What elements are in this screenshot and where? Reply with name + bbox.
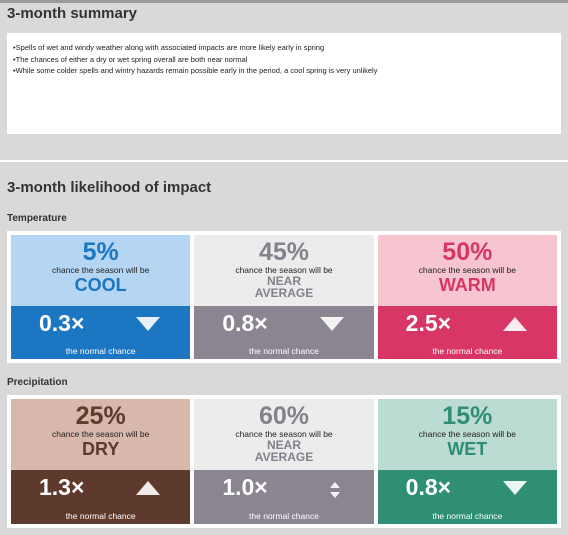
summary-list: Spells of wet and windy weather along wi… xyxy=(13,42,555,77)
normal-chance-text: the normal chance xyxy=(65,511,136,521)
near-average-multiplier: 0.8× xyxy=(222,310,268,336)
chance-text: chance the season will be xyxy=(235,265,333,275)
chance-text: chance the season will be xyxy=(51,429,150,439)
cool-percent: 5% xyxy=(82,238,119,266)
wet-multiplier: 0.8× xyxy=(405,474,452,500)
chance-text: chance the season will be xyxy=(235,429,333,439)
normal-chance-text: the normal chance xyxy=(249,511,319,521)
wet-percent: 15% xyxy=(442,402,493,430)
near-average-category-line2: AVERAGE xyxy=(254,286,314,300)
precip-near-average-category-line2: AVERAGE xyxy=(254,450,314,464)
summary-bullet: Spells of wet and windy weather along wi… xyxy=(13,42,555,54)
arrow-down-icon xyxy=(319,317,344,331)
arrow-down-icon xyxy=(136,317,161,331)
wet-bottom: 0.8× the normal chance xyxy=(377,470,557,524)
precipitation-wet-column: 15% chance the season will be WET 0.8× t… xyxy=(377,399,557,524)
summary-box: Spells of wet and windy weather along wi… xyxy=(7,33,561,134)
chance-text: chance the season will be xyxy=(51,265,150,275)
warm-category: WARM xyxy=(438,275,496,295)
cool-multiplier: 0.3× xyxy=(39,310,85,336)
normal-chance-text: the normal chance xyxy=(65,346,136,356)
wet-category: WET xyxy=(447,439,488,459)
summary-bullet: The chances of either a dry or wet sprin… xyxy=(13,54,555,66)
impact-title: 3-month likelihood of impact xyxy=(7,179,212,196)
near-average-bottom: 0.8× the normal chance xyxy=(194,306,374,359)
arrow-up-icon xyxy=(136,481,161,495)
top-divider xyxy=(0,0,568,3)
precipitation-near-average-column: 60% chance the season will be NEAR AVERA… xyxy=(194,399,374,524)
arrow-up-icon xyxy=(502,317,527,331)
temperature-label: Temperature xyxy=(7,213,67,224)
summary-title: 3-month summary xyxy=(7,5,138,22)
warm-top: 50% chance the season will be WARM xyxy=(377,235,557,306)
cool-category: COOL xyxy=(74,275,127,295)
summary-bullet: While some colder spells and wintry haza… xyxy=(13,65,555,77)
precipitation-panel: 25% chance the season will be DRY 1.3× t… xyxy=(7,395,561,528)
precip-near-average-multiplier: 1.0× xyxy=(222,474,268,500)
precipitation-label: Precipitation xyxy=(7,377,68,388)
up-down-arrow-icon xyxy=(329,482,340,498)
normal-chance-text: the normal chance xyxy=(432,511,503,521)
temperature-warm-column: 50% chance the season will be WARM 2.5× … xyxy=(377,235,557,359)
temperature-panel: 5% chance the season will be COOL 0.3× t… xyxy=(7,231,561,363)
chance-text: chance the season will be xyxy=(418,265,516,275)
warm-percent: 50% xyxy=(442,238,493,266)
precip-near-average-bottom: 1.0× the normal chance xyxy=(194,470,374,524)
dry-percent: 25% xyxy=(75,402,126,430)
precip-near-average-category-line1: NEAR xyxy=(266,438,301,452)
warm-multiplier: 2.5× xyxy=(405,310,452,336)
arrow-down-icon xyxy=(502,481,527,495)
warm-bottom: 2.5× the normal chance xyxy=(377,306,557,359)
dry-top: 25% chance the season will be DRY xyxy=(11,399,191,470)
precip-near-average-top: 60% chance the season will be NEAR AVERA… xyxy=(194,399,374,470)
dry-category: DRY xyxy=(81,439,120,459)
temperature-cool-column: 5% chance the season will be COOL 0.3× t… xyxy=(11,235,191,359)
dry-bottom: 1.3× the normal chance xyxy=(11,470,191,524)
near-average-top: 45% chance the season will be NEAR AVERA… xyxy=(194,235,374,306)
cool-top: 5% chance the season will be COOL xyxy=(11,235,191,306)
normal-chance-text: the normal chance xyxy=(432,346,503,356)
near-average-percent: 45% xyxy=(258,238,310,266)
dry-multiplier: 1.3× xyxy=(39,474,85,500)
near-average-category-line1: NEAR xyxy=(266,274,301,288)
normal-chance-text: the normal chance xyxy=(249,346,319,356)
temperature-near-average-column: 45% chance the season will be NEAR AVERA… xyxy=(194,235,374,359)
wet-top: 15% chance the season will be WET xyxy=(377,399,557,470)
section-divider xyxy=(0,160,568,162)
cool-bottom: 0.3× the normal chance xyxy=(11,306,191,359)
chance-text: chance the season will be xyxy=(418,429,516,439)
precip-near-average-percent: 60% xyxy=(258,402,310,430)
precipitation-dry-column: 25% chance the season will be DRY 1.3× t… xyxy=(11,399,191,524)
